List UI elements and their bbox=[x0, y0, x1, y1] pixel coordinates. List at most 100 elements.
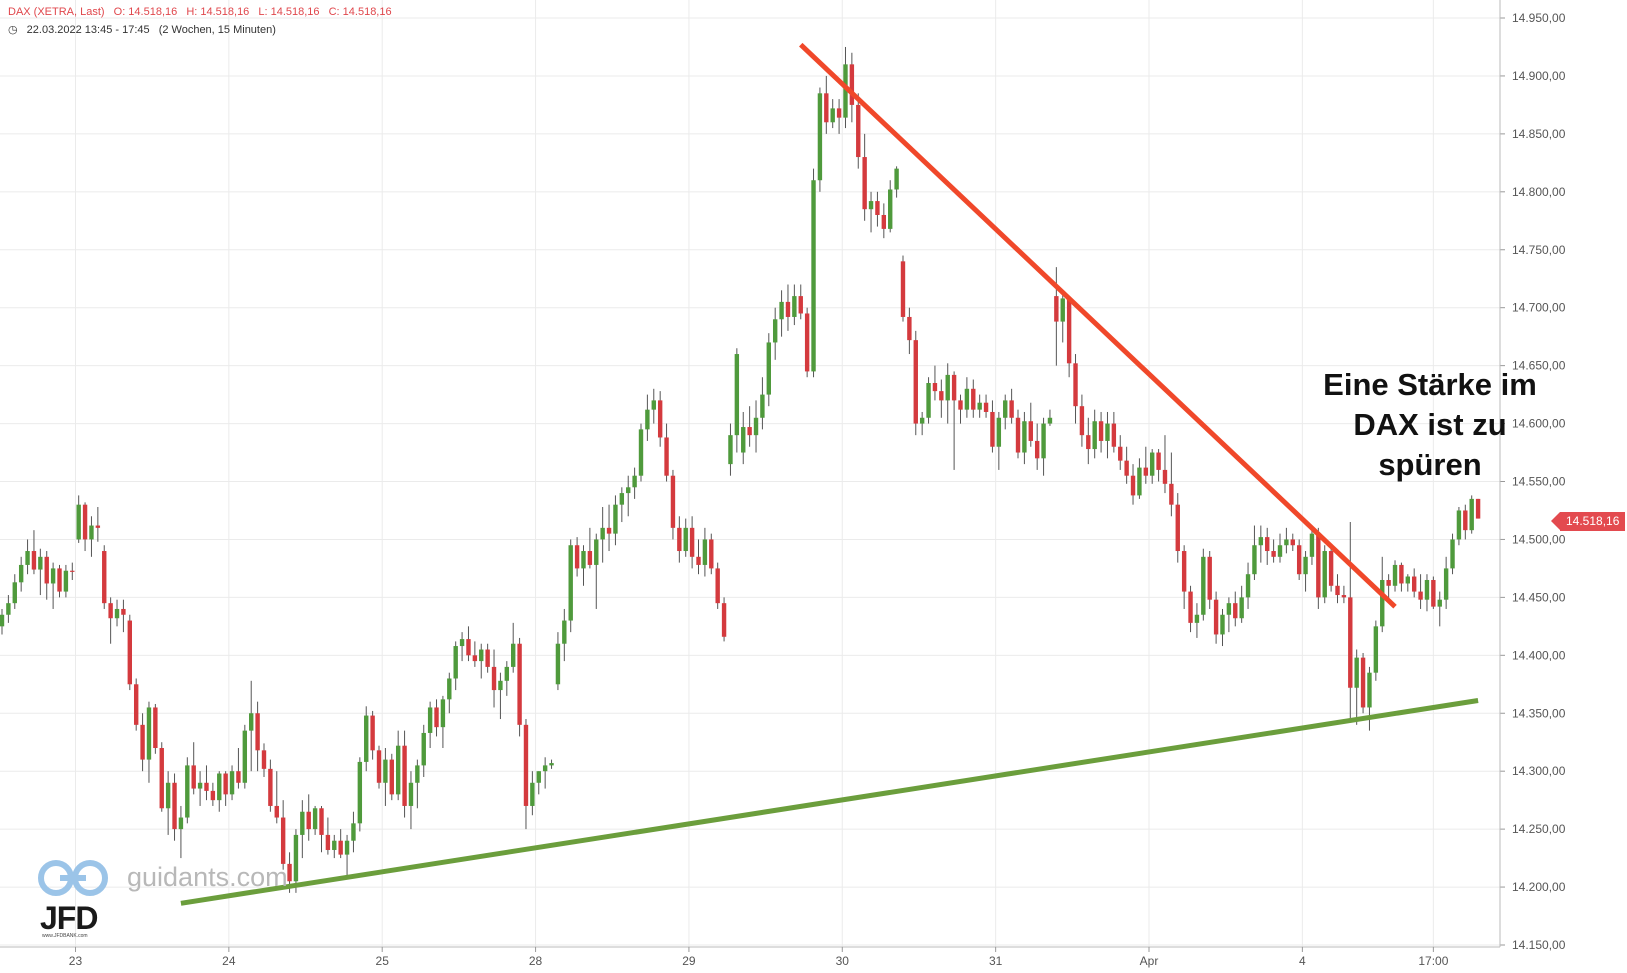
candle bbox=[95, 506, 101, 542]
candle bbox=[709, 533, 714, 575]
candle-body bbox=[1258, 537, 1264, 546]
candle-body bbox=[1098, 421, 1104, 441]
candle-body bbox=[415, 765, 420, 783]
candle bbox=[1411, 568, 1417, 598]
candle bbox=[670, 469, 676, 540]
candle bbox=[280, 800, 286, 870]
candle-body bbox=[1386, 579, 1391, 586]
candle-body bbox=[338, 840, 343, 855]
candle bbox=[50, 562, 56, 609]
candle-body bbox=[1105, 423, 1110, 441]
y-tick-label: 14.800,00 bbox=[1512, 185, 1566, 199]
candle-body bbox=[523, 724, 529, 806]
candle-body bbox=[1207, 556, 1212, 600]
candle bbox=[1181, 545, 1187, 609]
candle bbox=[1175, 493, 1180, 563]
candle-body bbox=[811, 180, 816, 372]
candle bbox=[574, 537, 580, 577]
candle bbox=[1150, 449, 1155, 484]
candle bbox=[1443, 556, 1449, 609]
candle-body bbox=[600, 527, 605, 540]
candle-body bbox=[741, 427, 746, 453]
candle bbox=[830, 99, 835, 129]
candle-body bbox=[25, 551, 30, 565]
candle-body bbox=[715, 568, 720, 604]
candle bbox=[338, 829, 343, 859]
candle-body bbox=[498, 680, 503, 691]
candle-body bbox=[517, 643, 522, 725]
trendlines bbox=[180, 42, 1479, 906]
candle bbox=[466, 626, 471, 662]
candle bbox=[760, 377, 765, 430]
candle bbox=[1156, 449, 1161, 482]
candle bbox=[715, 562, 720, 609]
annotation-text: Eine Stärke im DAX ist zu spüren bbox=[1300, 365, 1560, 485]
candle-body bbox=[1475, 498, 1481, 519]
y-tick-label: 14.350,00 bbox=[1512, 706, 1566, 720]
candle bbox=[996, 411, 1002, 470]
candle bbox=[626, 475, 631, 517]
candle bbox=[453, 641, 458, 691]
candle-body bbox=[1162, 469, 1168, 484]
candle-body bbox=[779, 301, 784, 320]
candle-body bbox=[1463, 510, 1468, 531]
candle-body bbox=[747, 427, 752, 436]
candle-body bbox=[1450, 539, 1455, 569]
candle bbox=[1405, 574, 1410, 592]
candle bbox=[1335, 574, 1340, 604]
candle-body bbox=[1277, 545, 1283, 557]
candle bbox=[1092, 409, 1097, 459]
candle-body bbox=[568, 545, 573, 621]
candle bbox=[472, 641, 478, 667]
candle bbox=[555, 632, 561, 691]
candle bbox=[645, 394, 650, 441]
candle bbox=[70, 562, 75, 580]
candle-body bbox=[1220, 614, 1225, 635]
candle bbox=[402, 730, 407, 818]
candle bbox=[1316, 527, 1321, 609]
candle bbox=[395, 730, 401, 801]
x-tick-label: 29 bbox=[682, 954, 696, 968]
candle bbox=[1073, 354, 1078, 424]
candle-body bbox=[395, 745, 401, 795]
candle-body bbox=[651, 400, 656, 410]
candle-body bbox=[1303, 556, 1308, 575]
candle bbox=[415, 759, 420, 809]
candle bbox=[913, 330, 918, 436]
candle-body bbox=[1265, 537, 1270, 552]
candle bbox=[1086, 417, 1091, 465]
candle bbox=[856, 93, 861, 169]
candle bbox=[907, 307, 912, 355]
candle-body bbox=[287, 863, 292, 882]
candle bbox=[1041, 417, 1046, 476]
candle bbox=[351, 811, 356, 853]
candle bbox=[1296, 539, 1302, 580]
candle-body bbox=[1175, 504, 1180, 552]
candle-body bbox=[1041, 423, 1046, 459]
candle bbox=[958, 394, 963, 424]
candle bbox=[153, 703, 158, 754]
candle-body bbox=[1431, 579, 1436, 607]
candle-body bbox=[491, 666, 497, 691]
candle-body bbox=[159, 748, 164, 809]
candle-body bbox=[153, 707, 158, 749]
candle-body bbox=[319, 808, 324, 835]
guidants-logo-icon bbox=[38, 860, 108, 896]
candle bbox=[1079, 394, 1085, 447]
candle bbox=[562, 608, 567, 662]
candle-body bbox=[1181, 551, 1187, 592]
low-value: L: 14.518,16 bbox=[258, 6, 320, 18]
candle bbox=[408, 771, 414, 830]
y-tick-label: 14.500,00 bbox=[1512, 532, 1566, 546]
candle bbox=[619, 487, 625, 523]
candle bbox=[1201, 548, 1206, 621]
y-tick-label: 14.650,00 bbox=[1512, 359, 1566, 373]
candle bbox=[945, 363, 950, 424]
candle bbox=[102, 545, 107, 609]
x-tick-label: Apr bbox=[1140, 954, 1159, 968]
candle bbox=[1047, 409, 1053, 426]
y-tick-label: 14.850,00 bbox=[1512, 127, 1566, 141]
candle bbox=[721, 597, 727, 642]
candle-body bbox=[907, 316, 912, 341]
candle bbox=[357, 757, 363, 832]
